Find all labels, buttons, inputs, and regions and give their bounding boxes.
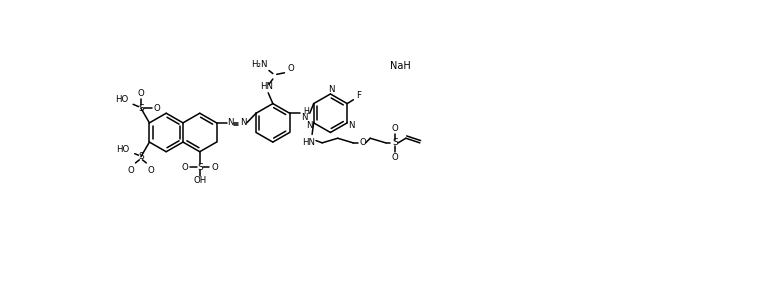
Text: H₂N: H₂N bbox=[251, 60, 267, 69]
Text: F: F bbox=[357, 91, 361, 100]
Text: O: O bbox=[392, 153, 398, 162]
Text: OH: OH bbox=[193, 177, 206, 186]
Text: N: N bbox=[227, 118, 234, 127]
Text: O: O bbox=[137, 89, 144, 98]
Text: HN: HN bbox=[303, 138, 315, 147]
Text: HN: HN bbox=[260, 82, 273, 91]
Text: O: O bbox=[182, 163, 188, 172]
Text: H: H bbox=[303, 107, 309, 116]
Text: O: O bbox=[359, 138, 366, 147]
Text: O: O bbox=[154, 104, 161, 113]
Text: N: N bbox=[307, 121, 313, 130]
Text: N: N bbox=[348, 121, 354, 130]
Text: N: N bbox=[241, 118, 247, 127]
Text: S: S bbox=[138, 152, 143, 161]
Text: S: S bbox=[392, 138, 398, 147]
Text: O: O bbox=[287, 64, 294, 73]
Text: HO: HO bbox=[115, 95, 128, 104]
Text: O: O bbox=[147, 166, 154, 175]
Text: NaH: NaH bbox=[390, 61, 411, 71]
Text: O: O bbox=[128, 166, 134, 175]
Text: O: O bbox=[392, 124, 398, 133]
Text: S: S bbox=[197, 163, 202, 172]
Text: N: N bbox=[301, 113, 307, 122]
Text: HO: HO bbox=[117, 145, 129, 154]
Text: S: S bbox=[138, 104, 143, 113]
Text: N: N bbox=[328, 85, 335, 94]
Text: O: O bbox=[211, 163, 218, 172]
